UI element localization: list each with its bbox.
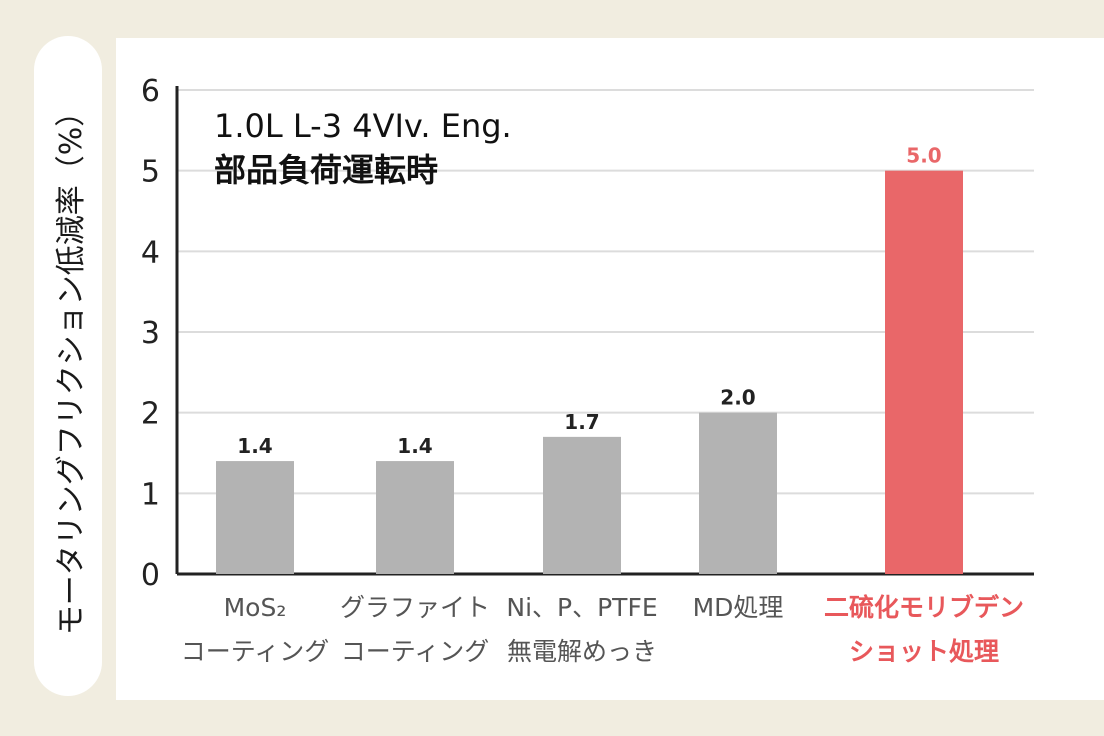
chart-title: 1.0L L-3 4VIv. Eng. [214,107,512,145]
y-tick-label: 5 [141,155,160,190]
x-tick-label: MD処理 [693,593,784,622]
y-tick-label: 0 [141,558,160,593]
x-tick-label: グラファイト [340,593,490,622]
x-tick-label: 二硫化モリブデン [824,593,1024,622]
x-tick-label: 無電解めっき [507,637,657,666]
data-label: 5.0 [906,144,941,168]
bar [885,170,963,574]
y-tick-label: 6 [141,74,160,109]
y-tick-label: 3 [141,316,160,351]
bar [699,412,777,574]
bar [376,461,454,574]
bar [216,461,294,574]
data-label: 1.4 [397,434,432,458]
y-tick-label: 4 [141,235,160,270]
x-tick-label: MoS₂ [224,593,287,622]
x-tick-label: コーティング [181,637,330,666]
chart-subtitle: 部品負荷運転時 [214,151,438,189]
y-tick-label: 1 [141,477,160,512]
bar [543,436,621,574]
x-tick-label: ショット処理 [849,637,999,666]
x-tick-label: Ni、P、PTFE [506,593,657,622]
data-label: 1.7 [564,410,599,434]
y-axis-label-box: モータリングフリクション低減率（%） [34,36,102,696]
data-label: 1.4 [237,434,272,458]
y-tick-label: 2 [141,397,160,432]
data-label: 2.0 [720,386,755,410]
x-tick-label: コーティング [341,637,490,666]
